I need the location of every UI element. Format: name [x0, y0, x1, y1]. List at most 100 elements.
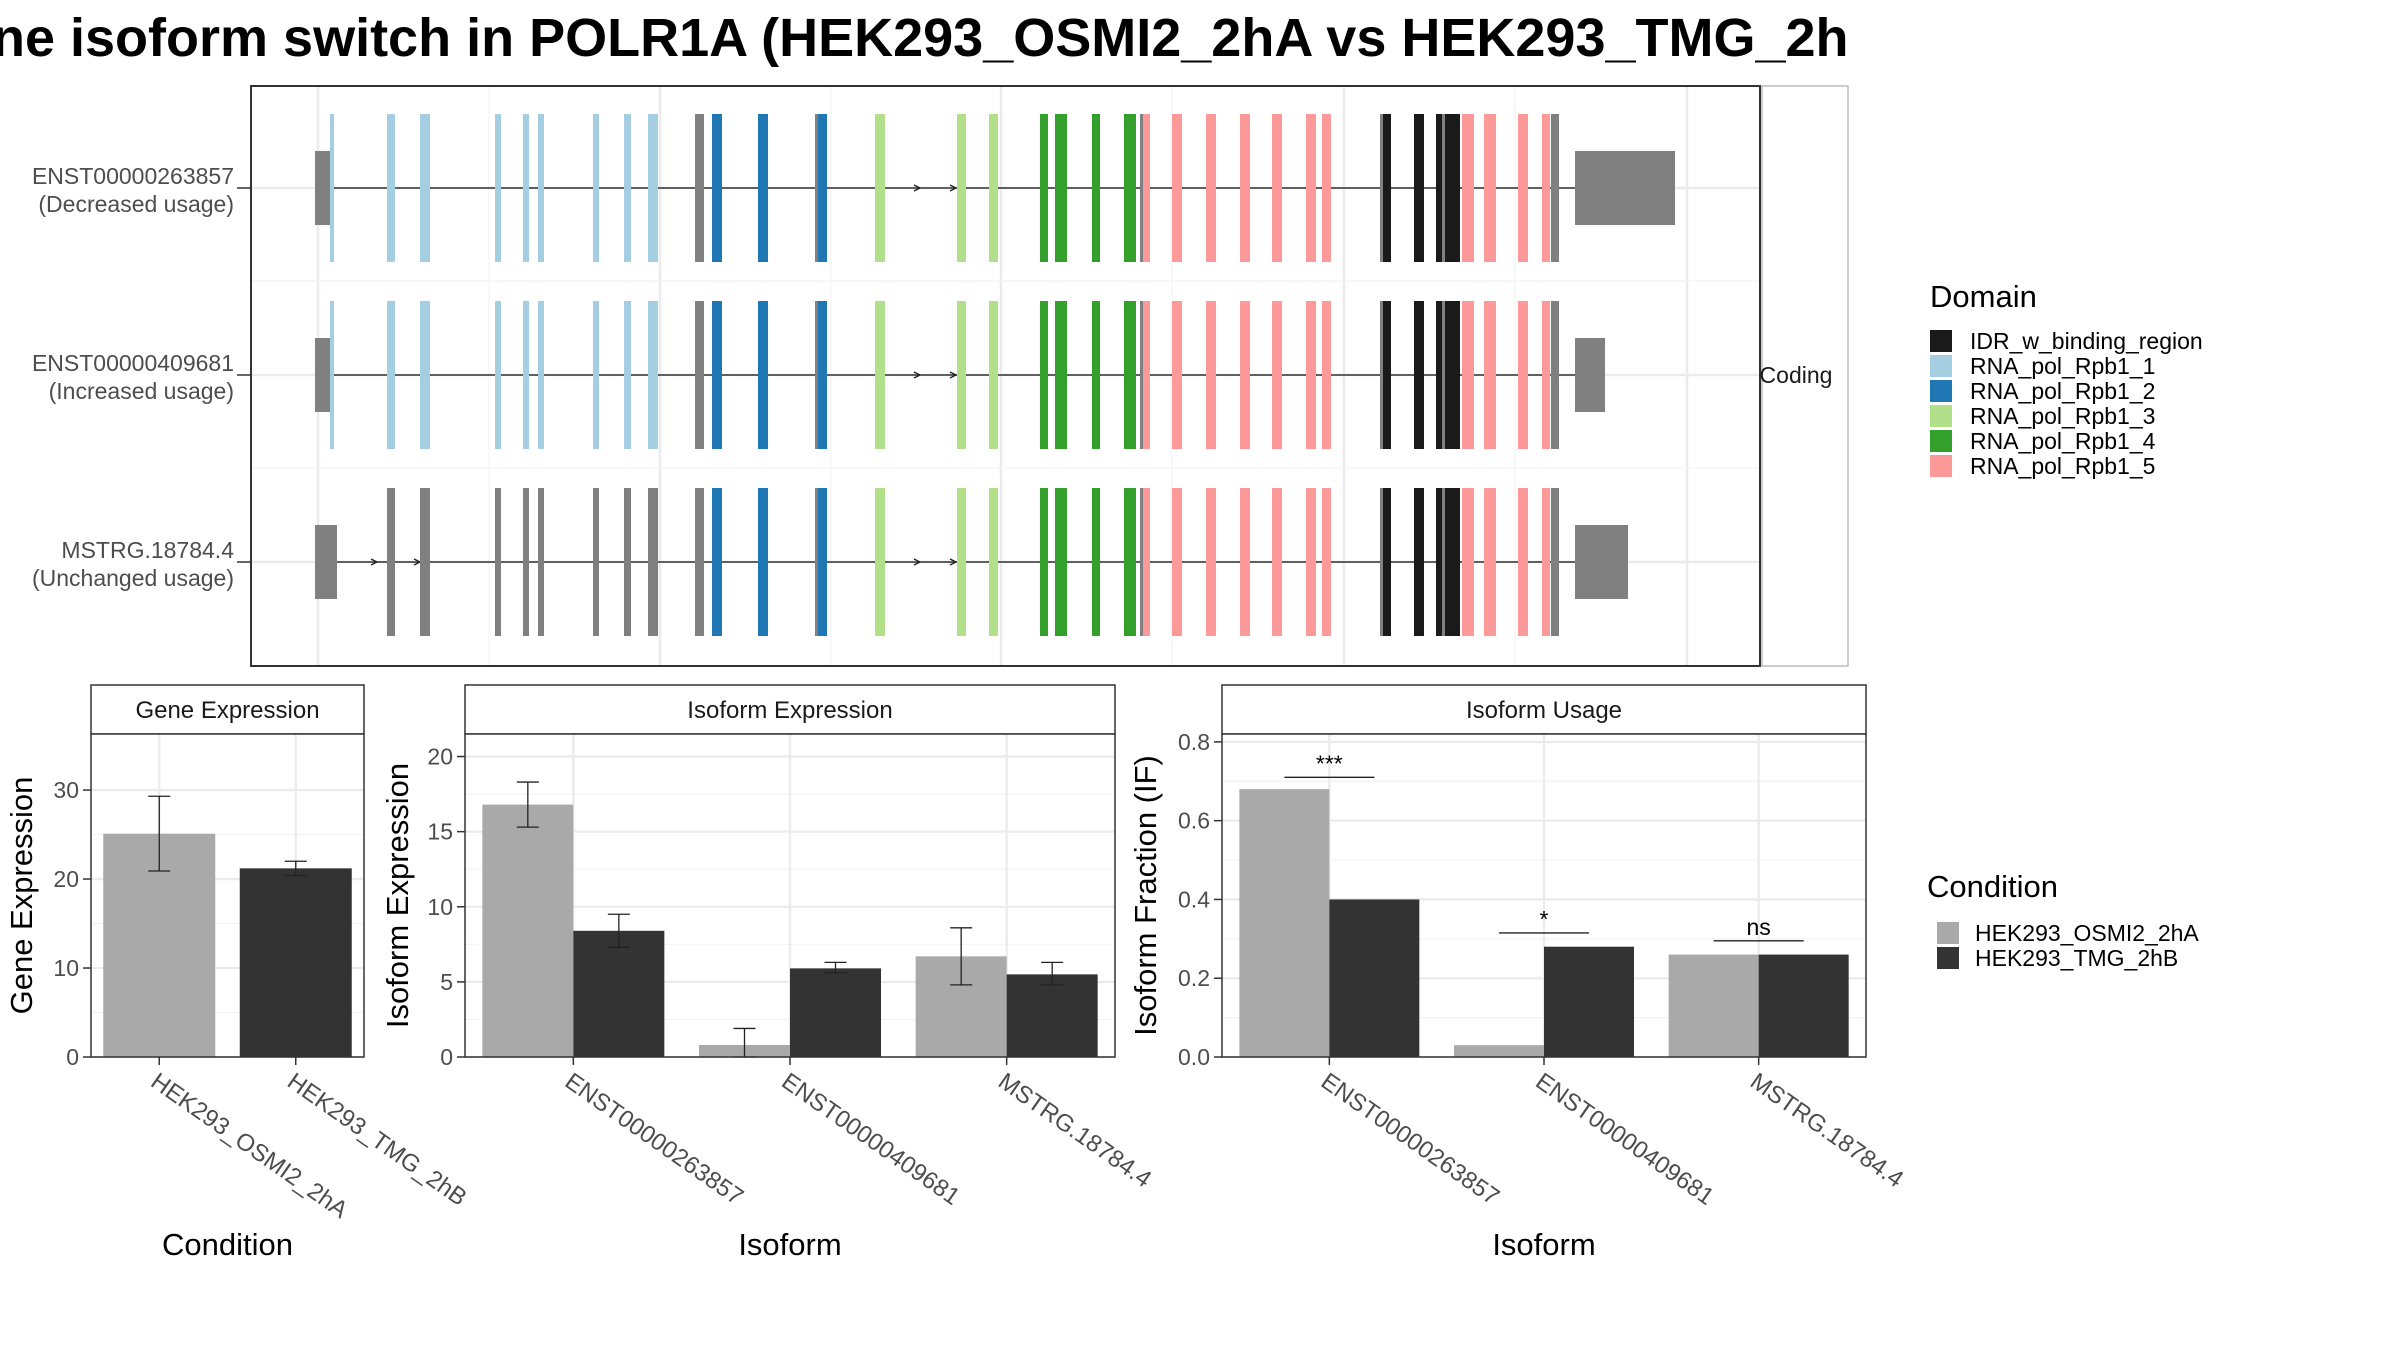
x-tick-label: ENST00000409681 [1531, 1068, 1719, 1211]
domain-legend-label: IDR_w_binding_region [1970, 328, 2203, 354]
condition-legend-label: HEK293_OSMI2_2hA [1975, 920, 2199, 946]
exon-domain-rna_pol_rpb1_5 [1542, 114, 1550, 262]
gene-structure-facet-label: Coding [1760, 362, 1833, 388]
domain-legend-label: RNA_pol_Rpb1_2 [1970, 378, 2155, 404]
exon-domain-rna_pol_rpb1_3 [875, 488, 885, 636]
bar-cond-a [1454, 1045, 1544, 1057]
exon [387, 488, 395, 636]
domain-legend-title: Domain [1930, 279, 2037, 314]
exon [1551, 488, 1559, 636]
y-tick-label: 0 [440, 1044, 453, 1070]
y-tick-label: 15 [427, 819, 453, 845]
exon-domain-rna_pol_rpb1_5 [1322, 488, 1331, 636]
exon-edge [815, 488, 818, 636]
exon-domain-rna_pol_rpb1_5 [1172, 114, 1182, 262]
direction-arrow [913, 184, 922, 192]
exon-domain-rna_pol_rpb1_5 [1306, 488, 1316, 636]
y-tick-label: 20 [427, 744, 453, 770]
exon-domain-rna_pol_rpb1_5 [1272, 301, 1282, 449]
exon-domain-rna_pol_rpb1_4 [1055, 114, 1067, 262]
exon-first [315, 151, 330, 225]
exon-domain-rna_pol_rpb1_1 [495, 301, 501, 449]
facet-strip-label: Isoform Expression [687, 697, 892, 724]
exon-domain-idr_w_binding_region [1380, 301, 1391, 449]
x-axis-title: Isoform [1492, 1227, 1595, 1262]
exon-domain-rna_pol_rpb1_2 [712, 488, 722, 636]
domain-legend: IDR_w_binding_regionRNA_pol_Rpb1_1RNA_po… [1930, 328, 2203, 479]
exon-domain-rna_pol_rpb1_1 [648, 114, 658, 262]
exon-domain-rna_pol_rpb1_4 [1092, 114, 1100, 262]
exon-domain-rna_pol_rpb1_5 [1140, 488, 1150, 636]
plot-border [90, 733, 365, 1058]
exon-domain-rna_pol_rpb1_5 [1542, 488, 1550, 636]
exon-domain-rna_pol_rpb1_5 [1272, 488, 1282, 636]
exon [523, 488, 529, 636]
exon-domain-rna_pol_rpb1_3 [875, 301, 885, 449]
exon-domain-rna_pol_rpb1_5 [1172, 488, 1182, 636]
exon-edge [1380, 488, 1383, 636]
significance-label: * [1540, 906, 1549, 932]
exon [695, 301, 704, 449]
isoform-label-id: ENST00000263857 [32, 163, 234, 189]
bar-cond-b [1006, 974, 1098, 1057]
y-tick-label: 0.4 [1178, 886, 1210, 912]
exon [624, 488, 631, 636]
x-tick-label: ENST00000409681 [777, 1068, 965, 1211]
exon-domain-rna_pol_rpb1_3 [957, 114, 966, 262]
exon-first [315, 525, 337, 599]
exon-domain-rna_pol_rpb1_4 [1040, 301, 1048, 449]
exon-domain-rna_pol_rpb1_5 [1140, 301, 1150, 449]
condition-legend-key [1937, 922, 1959, 944]
exon-domain-rna_pol_rpb1_4 [1055, 301, 1067, 449]
exon-domain-rna_pol_rpb1_5 [1484, 301, 1496, 449]
exon [1551, 301, 1559, 449]
y-axis-title: Gene Expression [4, 777, 39, 1015]
exon-domain-idr_w_binding_region [1436, 301, 1446, 449]
exon-domain-rna_pol_rpb1_3 [989, 114, 998, 262]
domain-legend-label: RNA_pol_Rpb1_4 [1970, 428, 2156, 454]
facet-strip [464, 684, 1116, 735]
figure-title: ne isoform switch in POLR1A (HEK293_OSMI… [0, 8, 1849, 68]
exon-domain-rna_pol_rpb1_4 [1092, 301, 1100, 449]
exon-domain-rna_pol_rpb1_4 [1040, 488, 1048, 636]
exon-domain-idr_w_binding_region [1414, 114, 1424, 262]
exon-edge [1442, 301, 1445, 449]
isoform-expression-panel: Isoform Expression 0 5 10 15 20 ENST0000026385… [380, 684, 1156, 1262]
exon-domain-rna_pol_rpb1_2 [758, 488, 768, 636]
exon-domain-rna_pol_rpb1_2 [712, 301, 722, 449]
x-tick-label: ENST00000263857 [1316, 1068, 1504, 1211]
exon-domain-rna_pol_rpb1_5 [1206, 301, 1216, 449]
exon-edge [1140, 301, 1143, 449]
direction-arrow [949, 184, 958, 192]
exon-domain-idr_w_binding_region [1414, 488, 1424, 636]
exon-domain-idr_w_binding_region [1436, 114, 1446, 262]
exon-domain-rna_pol_rpb1_1 [330, 301, 334, 449]
direction-arrow [913, 371, 922, 379]
exon-domain-rna_pol_rpb1_1 [593, 301, 599, 449]
exon [538, 488, 544, 636]
exon [593, 488, 599, 636]
exon-domain-rna_pol_rpb1_1 [538, 114, 544, 262]
exon-domain-rna_pol_rpb1_5 [1206, 488, 1216, 636]
exon-domain-rna_pol_rpb1_3 [989, 488, 998, 636]
y-tick-label: 10 [53, 955, 79, 981]
exon-domain-rna_pol_rpb1_1 [648, 301, 658, 449]
exon-domain-rna_pol_rpb1_1 [387, 114, 395, 262]
bar-cond-a [482, 804, 574, 1057]
exon-domain-rna_pol_rpb1_5 [1240, 488, 1250, 636]
y-tick-label: 0.0 [1178, 1044, 1210, 1070]
exon-domain-rna_pol_rpb1_5 [1140, 114, 1150, 262]
exon-domain-rna_pol_rpb1_1 [330, 114, 334, 262]
bar-cond-b [1544, 946, 1634, 1057]
exon-domain-rna_pol_rpb1_4 [1124, 488, 1136, 636]
y-tick-label: 30 [53, 777, 79, 803]
exon-domain-rna_pol_rpb1_2 [712, 114, 722, 262]
isoform-label-usage: (Decreased usage) [38, 191, 234, 217]
exon-domain-rna_pol_rpb1_3 [875, 114, 885, 262]
direction-arrow [949, 558, 958, 566]
condition-legend-key [1937, 947, 1959, 969]
exon-domain-rna_pol_rpb1_5 [1322, 301, 1331, 449]
exon-domain-rna_pol_rpb1_1 [538, 301, 544, 449]
exon-domain-rna_pol_rpb1_5 [1484, 488, 1496, 636]
